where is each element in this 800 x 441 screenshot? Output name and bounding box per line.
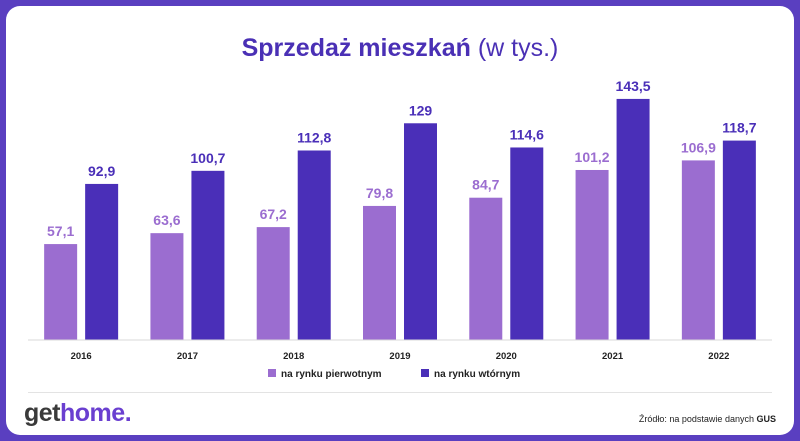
source-note: Źródło: na podstawie danych GUS xyxy=(639,414,776,424)
legend-swatch-secondary xyxy=(421,369,429,377)
bar-secondary-2016 xyxy=(85,183,119,340)
x-tick-label-2022: 2022 xyxy=(708,351,729,362)
x-tick-label-2021: 2021 xyxy=(602,351,624,362)
chart-title: Sprzedaż mieszkań (w tys.) xyxy=(6,34,794,63)
x-tick-label-2019: 2019 xyxy=(389,351,410,362)
footer-divider xyxy=(28,392,772,393)
chart-title-suffix: (w tys.) xyxy=(477,34,559,62)
legend-label-primary: na rynku pierwotnym xyxy=(281,369,382,380)
bar-secondary-2022 xyxy=(722,140,756,340)
data-label-primary-2016: 57,1 xyxy=(47,223,74,239)
bar-secondary-2020 xyxy=(510,147,544,340)
source-prefix: Źródło: na podstawie danych xyxy=(638,414,754,424)
bar-primary-2018 xyxy=(256,227,290,340)
data-label-secondary-2018: 112,8 xyxy=(297,129,331,145)
chart-title-main: Sprzedaż mieszkań xyxy=(241,34,471,62)
bar-primary-2017 xyxy=(150,233,184,340)
logo-text-dot: . xyxy=(124,399,132,427)
data-label-primary-2018: 67,2 xyxy=(260,206,287,222)
bar-primary-2020 xyxy=(469,197,503,340)
x-tick-label-2020: 2020 xyxy=(496,351,517,362)
bar-primary-2019 xyxy=(363,205,396,340)
bar-secondary-2019 xyxy=(404,123,437,340)
logo-text-get: get xyxy=(24,399,61,427)
logo-text-home: home xyxy=(60,399,125,427)
bar-secondary-2017 xyxy=(191,170,225,340)
data-label-primary-2021: 101,2 xyxy=(575,149,610,165)
bar-primary-2016 xyxy=(44,244,78,340)
data-label-secondary-2019: 129 xyxy=(409,102,433,118)
legend-label-secondary: na rynku wtórnym xyxy=(434,369,520,380)
gethome-logo: gethome. xyxy=(24,399,132,428)
data-label-primary-2020: 84,7 xyxy=(472,177,499,193)
chart-card: Sprzedaż mieszkań (w tys.) 57,1 92,9 2016 6… xyxy=(6,6,794,435)
x-tick-label-2018: 2018 xyxy=(283,351,304,362)
data-label-primary-2022: 106,9 xyxy=(681,139,716,155)
x-tick-label-2017: 2017 xyxy=(177,351,198,362)
data-label-secondary-2022: 118,7 xyxy=(722,120,756,136)
x-tick-label-2016: 2016 xyxy=(71,351,92,362)
data-label-secondary-2016: 92,9 xyxy=(88,163,115,179)
data-label-secondary-2021: 143,5 xyxy=(616,78,651,94)
data-label-secondary-2020: 114,6 xyxy=(510,126,544,142)
data-label-primary-2019: 79,8 xyxy=(366,185,393,201)
bar-chart: 57,1 92,9 2016 63,6 100,7 2017 67,2 112,8 2018 79… xyxy=(28,78,772,380)
data-label-primary-2017: 63,6 xyxy=(153,212,180,228)
data-label-secondary-2017: 100,7 xyxy=(190,150,225,166)
bar-primary-2022 xyxy=(681,160,715,340)
source-name: GUS xyxy=(756,414,776,424)
bar-secondary-2021 xyxy=(616,98,650,340)
bar-primary-2021 xyxy=(575,169,609,340)
legend-swatch-primary xyxy=(268,369,276,377)
bar-secondary-2018 xyxy=(297,150,331,340)
